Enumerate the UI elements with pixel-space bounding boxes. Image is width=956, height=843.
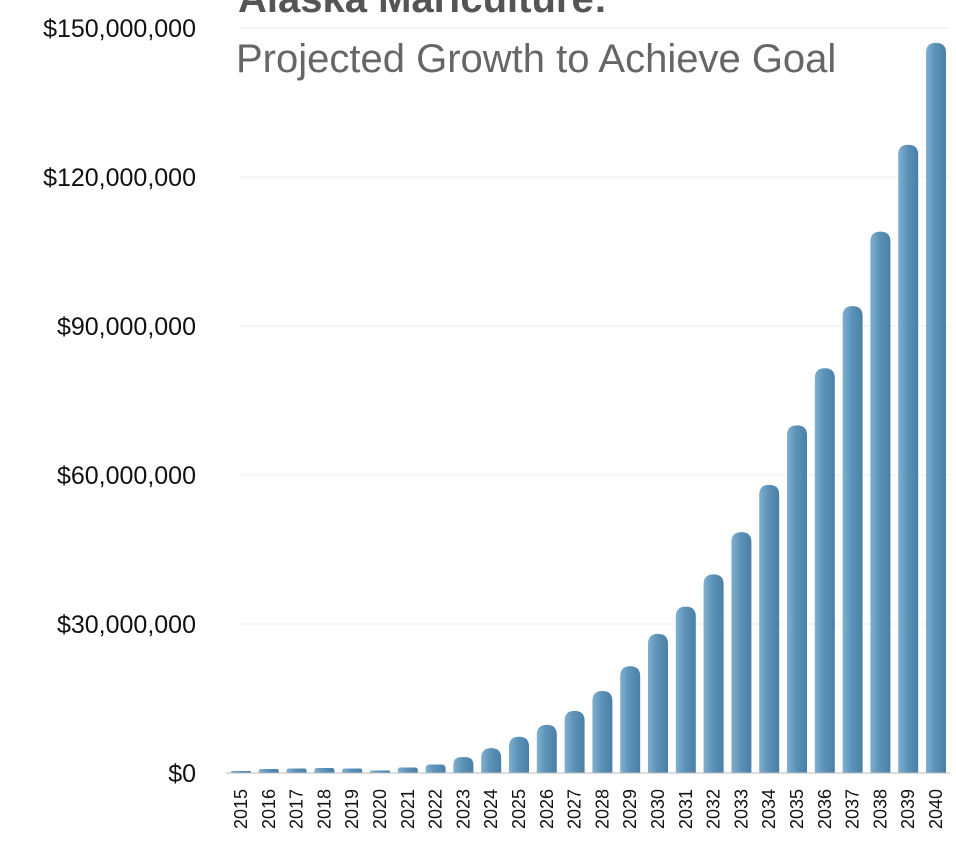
bar-2031: [675, 606, 696, 773]
bar-2037: [842, 306, 863, 773]
x-tick-label: 2028: [592, 789, 612, 829]
x-tick-label: 2031: [676, 789, 696, 829]
bar-2039: [898, 144, 919, 773]
bar-2038: [870, 231, 891, 774]
x-tick-label: 2034: [759, 789, 779, 829]
y-tick-label: $30,000,000: [57, 611, 196, 639]
x-tick-label: 2027: [565, 789, 585, 829]
bar-2036: [814, 368, 835, 773]
x-tick-label: 2026: [537, 789, 557, 829]
bar-2023: [453, 757, 474, 773]
chart-subtitle: Projected Growth to Achieve Goal: [236, 37, 836, 81]
y-tick-label: $90,000,000: [57, 313, 196, 341]
bar-2028: [592, 691, 613, 773]
bar-2026: [536, 724, 557, 773]
y-tick-label: $150,000,000: [43, 15, 196, 43]
bar-2030: [648, 633, 668, 773]
x-tick-label: 2015: [231, 789, 251, 829]
y-axis-tick-labels: $0 $30,000,000 $60,000,000 $90,000,000 $120,…: [43, 15, 196, 788]
x-tick-label: 2035: [787, 789, 807, 829]
x-tick-label: 2017: [287, 789, 307, 829]
x-tick-label: 2040: [926, 789, 946, 829]
bars: [231, 42, 946, 774]
bar-2020: [370, 770, 390, 773]
bar-2032: [703, 574, 724, 773]
x-tick-label: 2039: [898, 789, 918, 829]
y-tick-label: $0: [168, 760, 196, 788]
x-tick-label: 2020: [370, 789, 390, 829]
x-tick-label: 2018: [314, 789, 334, 829]
x-tick-label: 2029: [620, 789, 640, 829]
x-tick-label: 2032: [704, 789, 724, 829]
x-tick-label: 2019: [342, 789, 362, 829]
bar-2021: [397, 767, 418, 773]
bar-2029: [620, 666, 641, 773]
bar-2035: [787, 425, 807, 773]
bar-2018: [314, 768, 335, 773]
bar-2017: [286, 768, 307, 773]
chart-title: Alaska Mariculture:: [238, 0, 607, 21]
bar-2033: [731, 532, 752, 773]
bar-2024: [481, 748, 502, 773]
x-tick-label: 2022: [426, 789, 446, 829]
bar-2027: [564, 710, 585, 773]
x-tick-label: 2030: [648, 789, 668, 829]
bar-2040: [926, 42, 946, 773]
x-tick-label: 2025: [509, 789, 529, 829]
x-tick-label: 2024: [481, 789, 501, 829]
x-axis-tick-labels: 2015 2016 2017 2018 2019 2020 2021 2022 2023 2024…: [231, 789, 946, 829]
x-tick-label: 2036: [815, 789, 835, 829]
bar-2034: [759, 484, 780, 773]
x-tick-label: 2038: [870, 789, 890, 829]
x-tick-label: 2021: [398, 789, 418, 829]
bar-2019: [342, 768, 363, 773]
x-tick-label: 2016: [259, 789, 279, 829]
x-tick-label: 2037: [843, 789, 863, 829]
y-tick-label: $120,000,000: [43, 164, 196, 192]
bar-2025: [509, 736, 529, 773]
x-tick-label: 2023: [453, 789, 473, 829]
y-tick-label: $60,000,000: [57, 462, 196, 490]
x-tick-label: 2033: [731, 789, 751, 829]
bar-2022: [425, 764, 446, 773]
bar-2016: [258, 769, 279, 773]
